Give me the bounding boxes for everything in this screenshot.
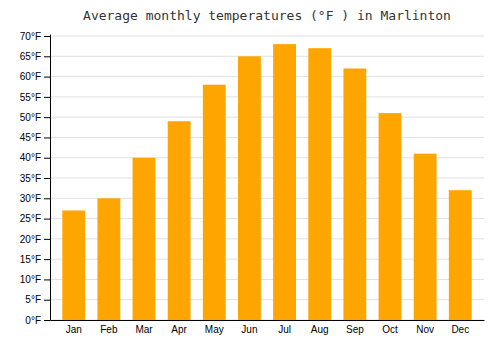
x-tick: Feb (100, 324, 118, 335)
y-tick-mark (44, 77, 50, 78)
x-tick-label: Jul (278, 324, 291, 335)
grid-line (50, 137, 484, 138)
bars (62, 44, 471, 320)
x-tick-label: Apr (171, 324, 187, 335)
x-tick-label: Oct (382, 324, 398, 335)
y-tick-mark (44, 219, 50, 220)
y-tick-label: 60°F (20, 71, 41, 82)
chart: 0°F 5°F 10°F 15°F 20°F 25°F 30°F 35°F 40°F 45°F 50… (0, 0, 500, 350)
bar (238, 56, 261, 320)
y-tick-mark (44, 300, 50, 301)
grid-line (50, 76, 484, 77)
grid-line (50, 96, 484, 97)
x-tick: Jan (66, 324, 82, 335)
y-tick-label: 0°F (25, 315, 41, 326)
grid-line (50, 36, 484, 37)
y-tick-label: 45°F (20, 132, 41, 143)
y-tick: 40°F (20, 152, 50, 163)
y-tick-label: 65°F (20, 51, 41, 62)
x-axis: Jan Feb Mar Apr May Jun Jul Aug Sep Oct Nov Dec (51, 321, 485, 336)
grid (50, 36, 484, 320)
x-tick: Aug (311, 324, 329, 335)
y-tick: 15°F (20, 254, 50, 265)
bar (308, 48, 331, 320)
bar (379, 113, 402, 320)
x-tick: May (205, 324, 224, 335)
y-tick-mark (44, 259, 50, 260)
y-tick: 30°F (20, 193, 50, 204)
x-tick: Jul (278, 324, 291, 335)
y-tick-mark (44, 158, 50, 159)
y-tick-label: 55°F (20, 92, 41, 103)
x-tick: Apr (171, 324, 187, 335)
y-tick-mark (44, 36, 50, 37)
y-tick: 10°F (20, 274, 50, 285)
y-tick: 55°F (20, 92, 50, 103)
y-tick-mark (44, 117, 50, 118)
x-tick-label: Feb (100, 324, 118, 335)
bar (203, 85, 226, 320)
bar (168, 121, 191, 320)
y-tick-label: 35°F (20, 173, 41, 184)
y-tick-label: 30°F (20, 193, 41, 204)
bar (133, 158, 156, 320)
y-tick-label: 25°F (20, 213, 41, 224)
grid-line (50, 117, 484, 118)
y-tick-mark (44, 97, 50, 98)
y-axis: 0°F 5°F 10°F 15°F 20°F 25°F 30°F 35°F 40°F 45°F 50… (20, 31, 51, 326)
x-axis-line (51, 320, 485, 321)
plot: 0°F 5°F 10°F 15°F 20°F 25°F 30°F 35°F 40°F 45°F 50… (20, 31, 485, 335)
y-tick: 25°F (20, 213, 50, 224)
y-tick-label: 70°F (20, 31, 41, 42)
x-tick-label: Sep (346, 324, 364, 335)
y-tick: 45°F (20, 132, 50, 143)
y-tick-label: 10°F (20, 274, 41, 285)
y-tick-mark (44, 198, 50, 199)
x-tick-label: Mar (135, 324, 153, 335)
x-tick-label: Jan (66, 324, 82, 335)
grid-line (50, 56, 484, 57)
y-tick: 60°F (20, 71, 50, 82)
bar (343, 68, 366, 320)
y-tick: 20°F (20, 234, 50, 245)
x-tick-label: May (205, 324, 224, 335)
x-tick-label: Aug (311, 324, 329, 335)
y-axis-line (50, 35, 51, 321)
y-tick: 0°F (25, 315, 50, 326)
x-tick: Mar (135, 324, 153, 335)
y-tick: 50°F (20, 112, 50, 123)
y-tick: 65°F (20, 51, 50, 62)
x-tick: Jun (241, 324, 257, 335)
bar (414, 154, 437, 320)
bar (97, 198, 120, 320)
y-tick: 70°F (20, 31, 50, 42)
y-tick-mark (44, 279, 50, 280)
y-tick: 35°F (20, 173, 50, 184)
y-tick-mark (44, 320, 50, 321)
x-tick: Nov (416, 324, 434, 335)
y-tick-label: 20°F (20, 234, 41, 245)
y-tick-label: 15°F (20, 254, 41, 265)
x-tick-label: Dec (451, 324, 469, 335)
y-tick-label: 40°F (20, 152, 41, 163)
x-tick: Dec (451, 324, 469, 335)
y-tick-mark (44, 56, 50, 57)
x-tick: Oct (382, 324, 398, 335)
y-tick: 5°F (25, 294, 50, 305)
x-tick-label: Nov (416, 324, 434, 335)
y-tick-mark (44, 239, 50, 240)
bar (273, 44, 296, 320)
y-tick-mark (44, 137, 50, 138)
x-tick-label: Jun (241, 324, 257, 335)
x-tick: Sep (346, 324, 364, 335)
y-tick-label: 50°F (20, 112, 41, 123)
bar (62, 210, 85, 320)
y-tick-mark (44, 178, 50, 179)
y-tick-label: 5°F (25, 294, 41, 305)
bar (449, 190, 472, 320)
title: Average monthly temperatures (°F ) in Ma… (83, 8, 451, 23)
